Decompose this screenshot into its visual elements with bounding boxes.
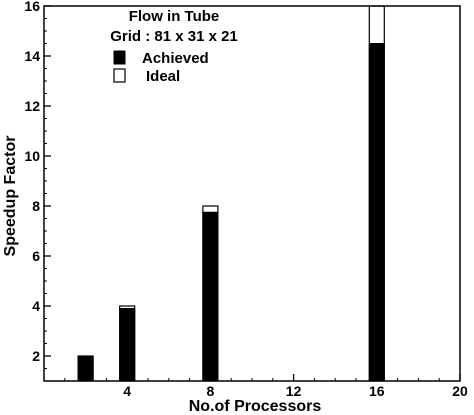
- y-tick-label-4: 4: [32, 298, 40, 314]
- x-tick-label-4: 4: [123, 383, 131, 399]
- y-tick-label-10: 10: [24, 148, 40, 164]
- ticks-layer: 2 4 6 8 10 12 14 16 4 8 12 16 20: [24, 0, 468, 399]
- bar-achieved-4: [119, 308, 136, 382]
- x-tick-label-8: 8: [207, 383, 215, 399]
- x-tick-label-12: 12: [286, 383, 302, 399]
- y-tick-label-8: 8: [32, 198, 40, 214]
- x-tick-label-16: 16: [369, 383, 385, 399]
- legend: Achieved Ideal: [113, 50, 209, 85]
- chart-title: Flow in Tube: [129, 8, 220, 25]
- y-tick-label-16: 16: [24, 0, 40, 14]
- y-tick-label-2: 2: [32, 348, 40, 364]
- axes-layer: [43, 5, 461, 382]
- chart-subtitle: Grid : 81 x 31 x 21: [110, 28, 238, 45]
- x-axis-label: No.of Processors: [189, 398, 322, 415]
- legend-swatch-achieved: [113, 50, 126, 65]
- x-tick-label-20: 20: [452, 383, 468, 399]
- legend-label-achieved: Achieved: [142, 50, 209, 67]
- y-tick-label-6: 6: [32, 248, 40, 264]
- y-axis-label: Speedup Factor: [2, 136, 19, 257]
- bar-achieved-8: [202, 211, 219, 382]
- plot-frame: [43, 5, 461, 382]
- bar-achieved-2: [77, 355, 94, 382]
- y-tick-label-12: 12: [24, 98, 40, 114]
- bar-achieved-16: [368, 43, 385, 382]
- bars-layer: [77, 5, 385, 382]
- legend-swatch-ideal: [113, 68, 126, 83]
- legend-label-ideal: Ideal: [146, 68, 180, 85]
- y-tick-label-14: 14: [24, 48, 40, 64]
